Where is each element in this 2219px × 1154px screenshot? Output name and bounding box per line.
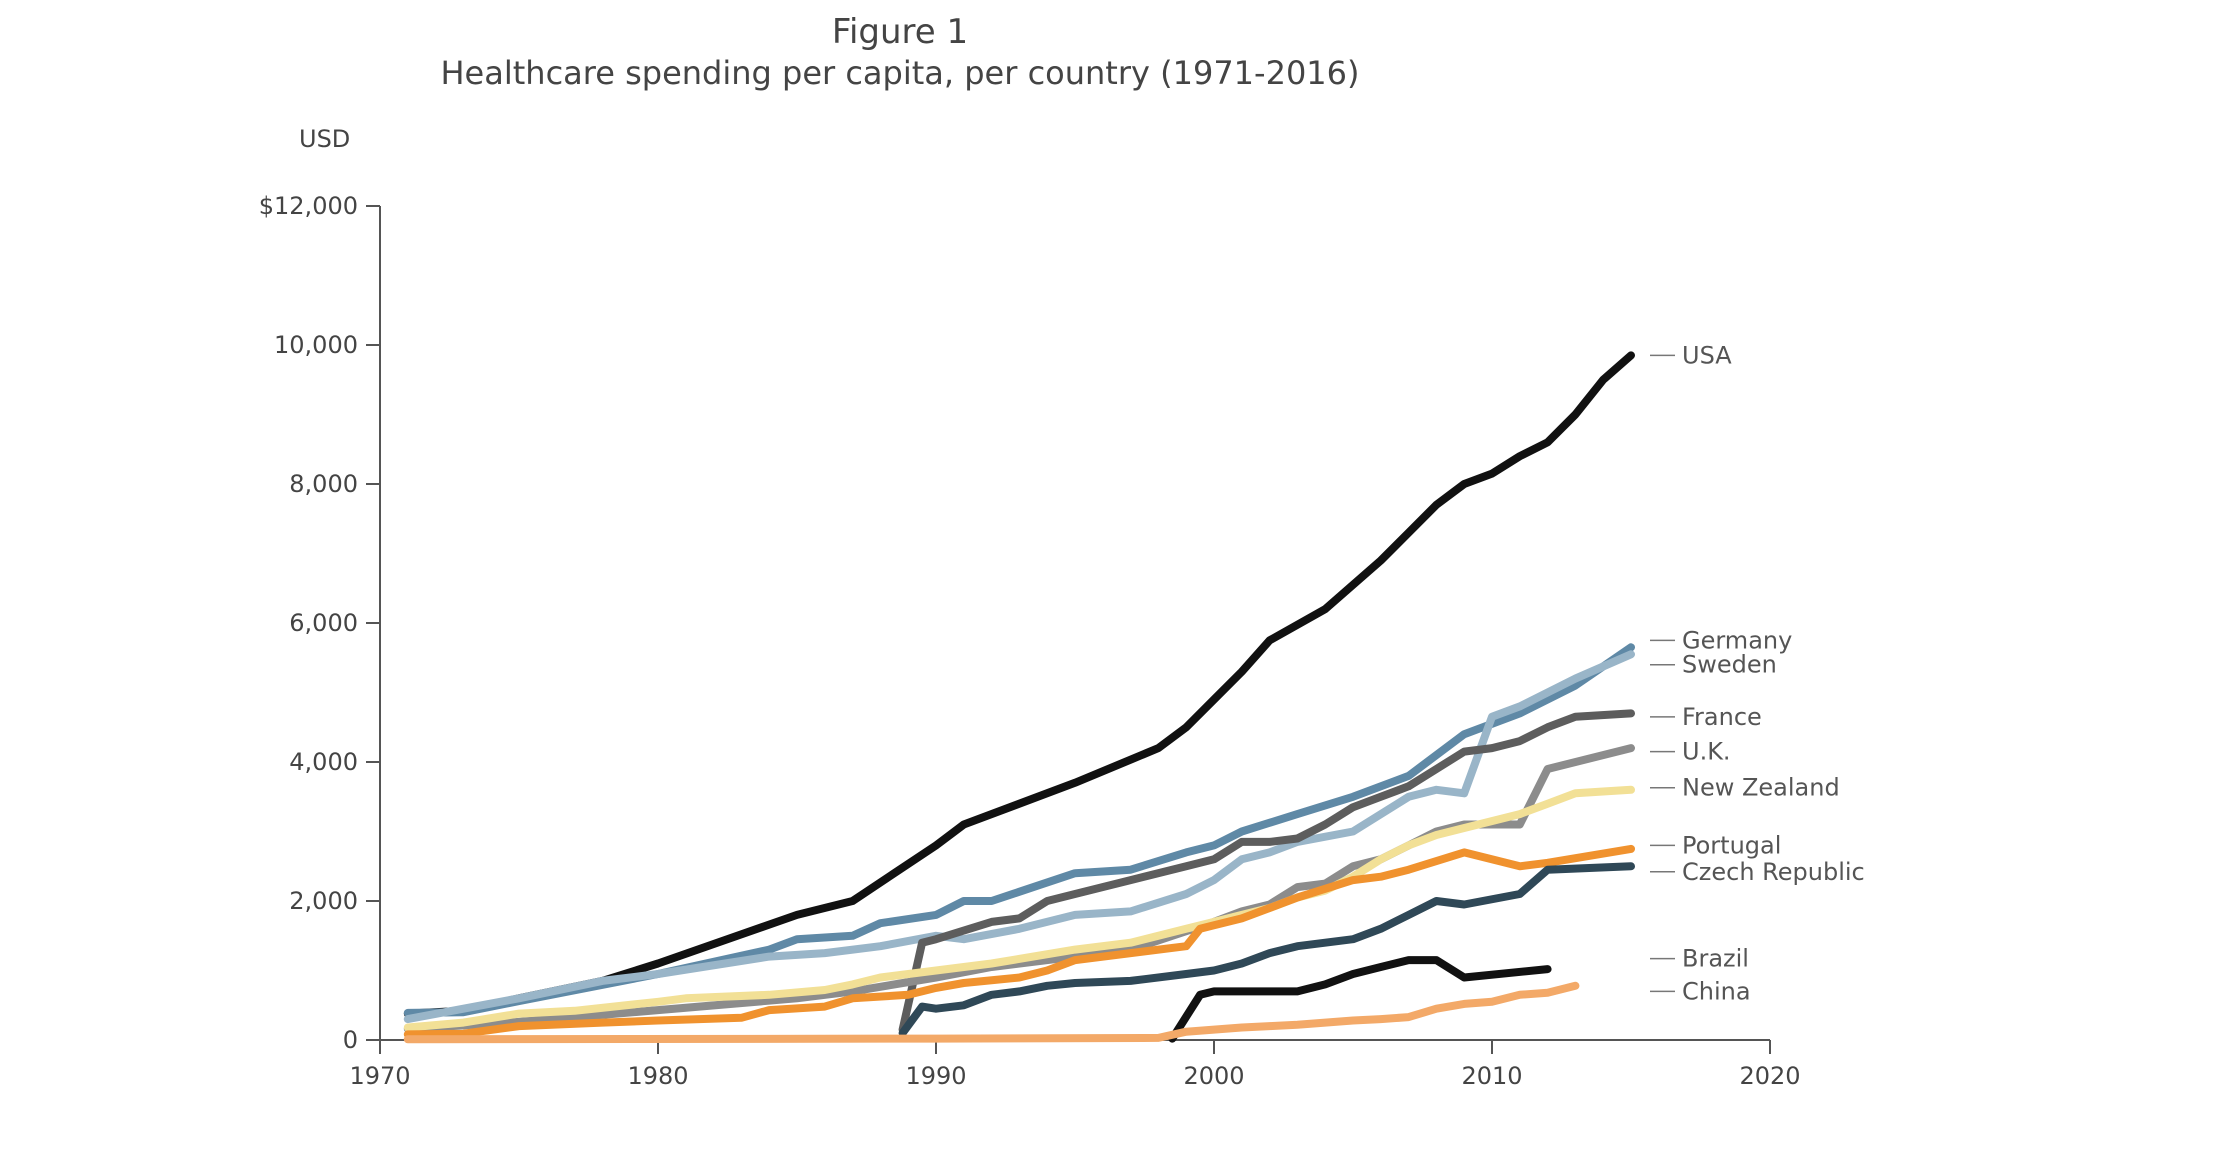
figure-label: Figure 1	[831, 12, 969, 52]
y-tick-label: 0	[343, 1026, 358, 1054]
y-axis-unit-label: USD	[299, 125, 351, 153]
series-label-france: France	[1682, 703, 1762, 731]
series-label-usa: USA	[1682, 341, 1732, 369]
series-label-brazil: Brazil	[1682, 945, 1749, 973]
series-label-sweden: Sweden	[1682, 651, 1777, 679]
series-line-france	[898, 709, 1635, 1034]
y-tick-label: 6,000	[289, 609, 358, 637]
x-tick-label: 2010	[1461, 1062, 1522, 1090]
series-label-portugal: Portugal	[1682, 831, 1781, 859]
series-label-u-k: U.K.	[1682, 738, 1731, 766]
x-tick-label: 1970	[349, 1062, 410, 1090]
y-tick-label: 4,000	[289, 748, 358, 776]
series-lines	[403, 351, 1635, 1044]
y-tick-label: 2,000	[289, 887, 358, 915]
chart-title: Healthcare spending per capita, per coun…	[440, 54, 1360, 92]
y-tick-label: 8,000	[289, 470, 358, 498]
title-block: Figure 1 Healthcare spending per capita,…	[0, 12, 1800, 94]
series-line-portugal	[403, 844, 1635, 1039]
series-line-germany	[403, 643, 1635, 1017]
series-line-usa	[403, 351, 1635, 1018]
x-tick-label: 2020	[1739, 1062, 1800, 1090]
series-line-sweden	[403, 650, 1635, 1024]
x-tick-label: 1980	[627, 1062, 688, 1090]
x-tick-label: 1990	[905, 1062, 966, 1090]
series-line-brazil	[1168, 956, 1552, 1043]
y-tick-label: 10,000	[274, 331, 358, 359]
series-label-germany: Germany	[1682, 626, 1792, 654]
y-tick-label: $12,000	[259, 192, 358, 220]
series-line-new-zealand	[403, 785, 1635, 1032]
series-line-czech-republic	[898, 862, 1635, 1037]
x-tick-label: 2000	[1183, 1062, 1244, 1090]
series-label-new-zealand: New Zealand	[1682, 774, 1840, 802]
series-line-china	[403, 981, 1580, 1044]
series-label-czech-republic: Czech Republic	[1682, 858, 1865, 886]
series-label-china: China	[1682, 977, 1751, 1005]
